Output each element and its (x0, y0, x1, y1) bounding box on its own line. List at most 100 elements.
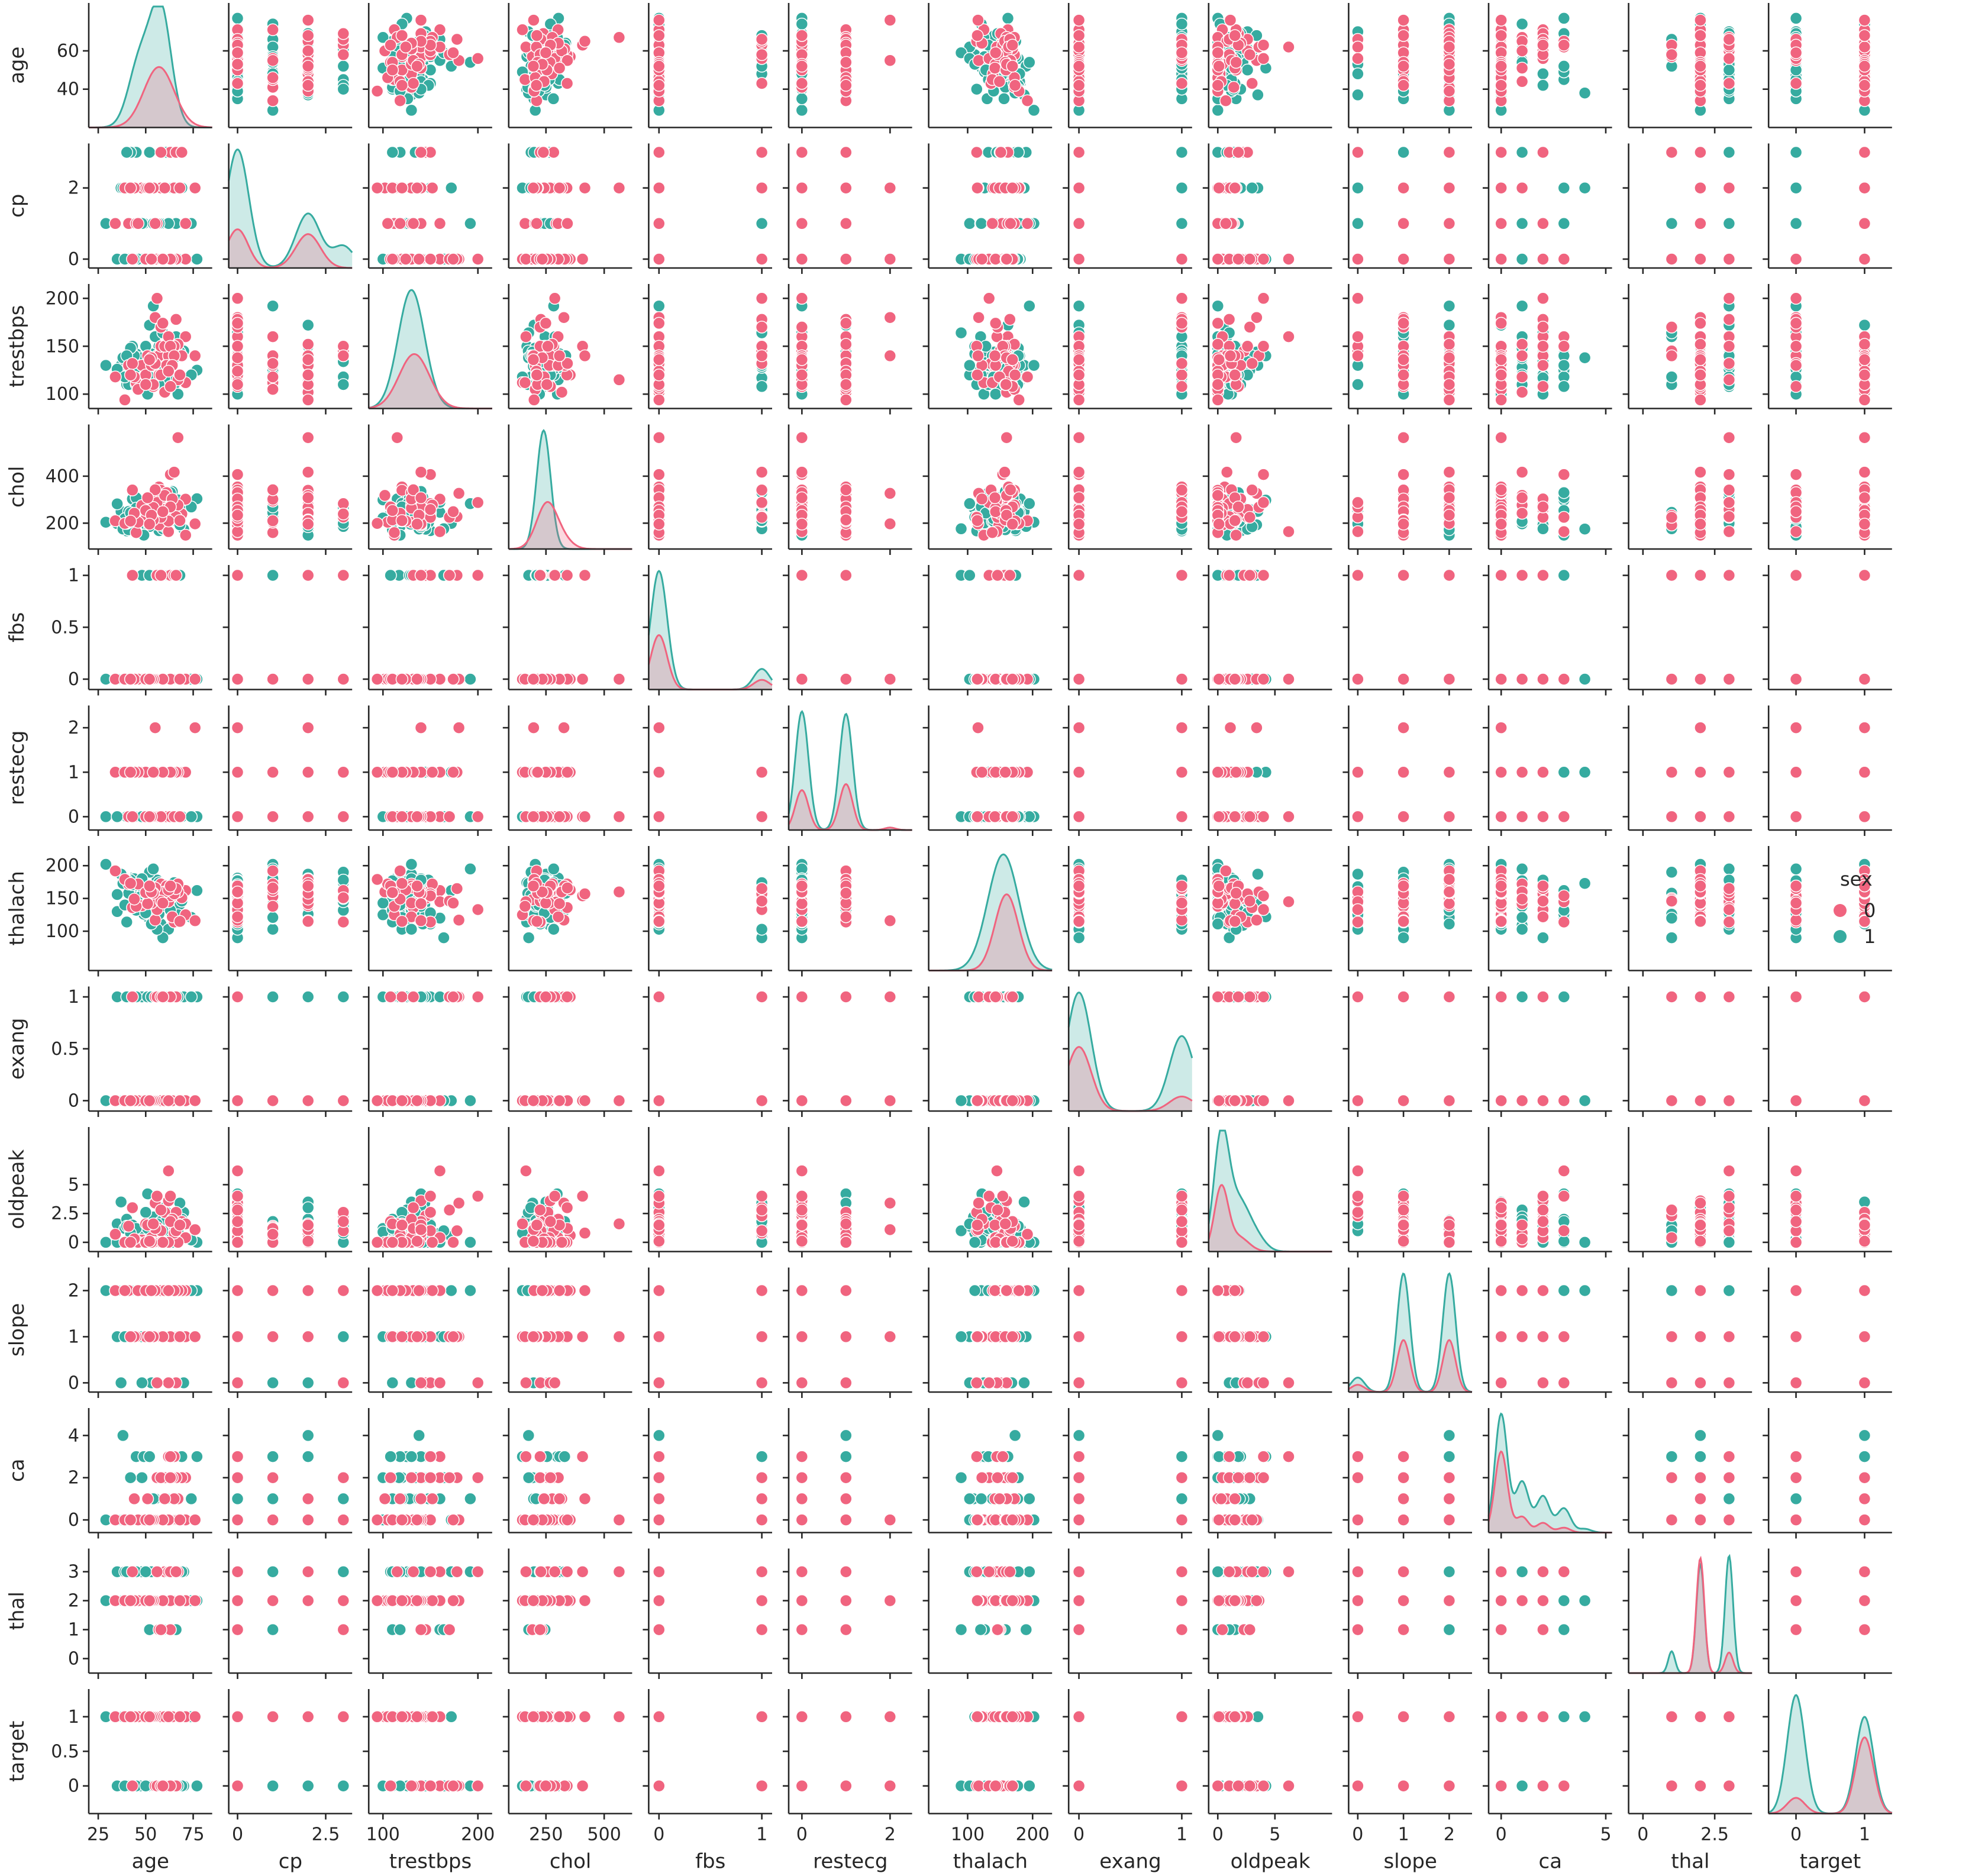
point-cp-slope-0-47 (1397, 181, 1410, 195)
point-trestbps-thalach-0-18 (972, 311, 985, 324)
point-cp-oldpeak-0-17 (1282, 253, 1295, 266)
point-trestbps-age-0-21 (150, 292, 164, 305)
point-cp-fbs-0-34 (653, 217, 666, 230)
point-age-restecg-0-43 (883, 14, 897, 27)
point-age-trestbps-0-39 (395, 79, 409, 92)
point-cp-thalach-0-10 (970, 146, 983, 159)
panel-cp-vs-trestbps (363, 143, 492, 274)
point-cp-trestbps-1-67 (386, 146, 399, 159)
point-cp-thal-0-35 (1665, 253, 1679, 266)
point-age-thalach-0-40 (1006, 38, 1019, 51)
point-trestbps-ca-1-48 (1515, 299, 1529, 312)
point-trestbps-age-0-41 (156, 317, 169, 330)
point-cp-fbs-1-52 (755, 217, 769, 230)
point-age-oldpeak-0-22 (1257, 38, 1270, 51)
point-cp-target-0-11 (1858, 146, 1871, 159)
point-cp-restecg-0-47 (795, 181, 809, 195)
point-trestbps-fbs-0-47 (653, 353, 666, 366)
point-cp-oldpeak-0-22 (1257, 253, 1270, 266)
panel-age-vs-thal (1622, 3, 1752, 134)
point-trestbps-chol-0-41 (539, 317, 553, 330)
point-age-thalach-1-20 (1001, 12, 1015, 25)
point-trestbps-cp-0-34 (266, 370, 279, 383)
point-trestbps-chol-0-16 (541, 340, 554, 353)
point-age-restecg-0-42 (840, 56, 853, 69)
point-age-slope-0-46 (1442, 57, 1456, 71)
point-trestbps-slope-0-36 (1442, 393, 1456, 406)
point-cp-oldpeak-0-45 (1228, 181, 1241, 195)
point-cp-trestbps-0-5 (433, 217, 447, 230)
point-trestbps-oldpeak-0-36 (1211, 393, 1225, 406)
point-age-ca-1-33 (1578, 86, 1592, 99)
point-chol-age-0-24 (167, 466, 181, 479)
panel-trestbps-vs-cp (222, 284, 353, 415)
point-cp-restecg-0-42 (840, 181, 853, 195)
y-tick-label: 40 (57, 79, 79, 100)
point-trestbps-thal-0-30 (1722, 313, 1736, 326)
panel-age-vs-target (1763, 3, 1892, 134)
panel-cp-vs-slope (1342, 143, 1472, 274)
point-trestbps-chol-0-47 (527, 353, 540, 366)
point-cp-chol-0-32 (561, 217, 574, 230)
point-trestbps-target-0-20 (1789, 359, 1803, 372)
point-trestbps-slope-0-41 (1397, 317, 1410, 330)
panel-trestbps-vs-trestbps (363, 284, 492, 415)
point-age-restecg-0-47 (795, 60, 809, 73)
point-age-trestbps-0-41 (447, 46, 460, 59)
point-age-trestbps-0-34 (393, 94, 406, 107)
point-age-target-0-43 (1858, 14, 1871, 27)
point-trestbps-cp-0-36 (301, 393, 315, 406)
point-chol-age-0-17 (162, 525, 175, 538)
point-trestbps-ca-0-22 (1557, 340, 1571, 353)
point-trestbps-slope-0-13 (1442, 338, 1456, 351)
point-trestbps-thalach-0-21 (982, 292, 996, 305)
panel-trestbps-vs-fbs (643, 284, 772, 415)
point-trestbps-chol-0-37 (553, 349, 566, 363)
point-trestbps-thalach-1-22 (1027, 359, 1041, 372)
panel-cp-vs-chol (502, 143, 632, 274)
point-trestbps-ca-0-45 (1495, 369, 1508, 382)
point-age-target-0-47 (1858, 60, 1871, 73)
point-age-exang-0-39 (1072, 79, 1086, 92)
point-age-oldpeak-0-41 (1211, 46, 1225, 59)
point-age-exang-0-45 (1072, 29, 1086, 42)
point-trestbps-oldpeak-0-41 (1211, 317, 1225, 330)
point-trestbps-slope-1-47 (1351, 378, 1364, 391)
point-age-thalach-0-41 (989, 46, 1002, 59)
point-age-thalach-1-59 (998, 92, 1011, 105)
point-age-cp-0-43 (301, 14, 315, 27)
point-trestbps-chol-0-18 (557, 311, 570, 324)
point-trestbps-thalach-0-47 (1006, 353, 1019, 366)
point-cp-thalach-0-25 (986, 217, 999, 230)
point-cp-ca-0-38 (1515, 181, 1529, 195)
panel-cp-vs-restecg (783, 143, 912, 274)
point-trestbps-target-0-40 (1789, 380, 1803, 393)
point-trestbps-target-0-47 (1858, 353, 1871, 366)
point-age-cp-0-29 (266, 71, 279, 85)
point-age-chol-0-32 (561, 54, 574, 67)
point-cp-trestbps-0-29 (381, 217, 395, 230)
point-trestbps-thalach-0-44 (999, 378, 1012, 391)
point-age-trestbps-0-36 (370, 85, 384, 98)
panel-age-vs-ca (1483, 3, 1612, 134)
point-age-ca-0-37 (1515, 62, 1529, 75)
point-trestbps-thalach-1-62 (963, 359, 976, 372)
panel-age-vs-cp (222, 3, 353, 134)
point-trestbps-ca-0-35 (1537, 321, 1550, 334)
point-age-ca-0-39 (1495, 79, 1508, 92)
point-trestbps-ca-0-13 (1515, 338, 1529, 351)
point-trestbps-slope-0-44 (1442, 378, 1456, 391)
point-age-target-0-19 (1789, 77, 1803, 90)
point-trestbps-ca-0-36 (1495, 393, 1508, 406)
point-cp-thalach-0-46 (1000, 253, 1014, 266)
point-chol-age-0-23 (172, 431, 185, 444)
point-cp-restecg-0-46 (795, 253, 809, 266)
point-trestbps-thal-0-35 (1665, 321, 1679, 334)
point-chol-age-1-59 (111, 497, 124, 511)
point-trestbps-thalach-0-34 (1021, 370, 1034, 383)
point-cp-trestbps-0-44 (386, 253, 399, 266)
point-cp-exang-1-63 (1175, 181, 1189, 195)
point-chol-age-0-47 (143, 518, 156, 531)
point-age-cp-0-19 (231, 77, 244, 90)
